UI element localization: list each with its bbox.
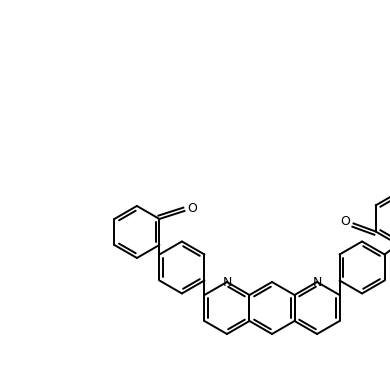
Text: O: O <box>340 215 351 228</box>
Text: N: N <box>312 275 322 289</box>
Text: N: N <box>222 275 232 289</box>
Text: O: O <box>188 203 197 215</box>
